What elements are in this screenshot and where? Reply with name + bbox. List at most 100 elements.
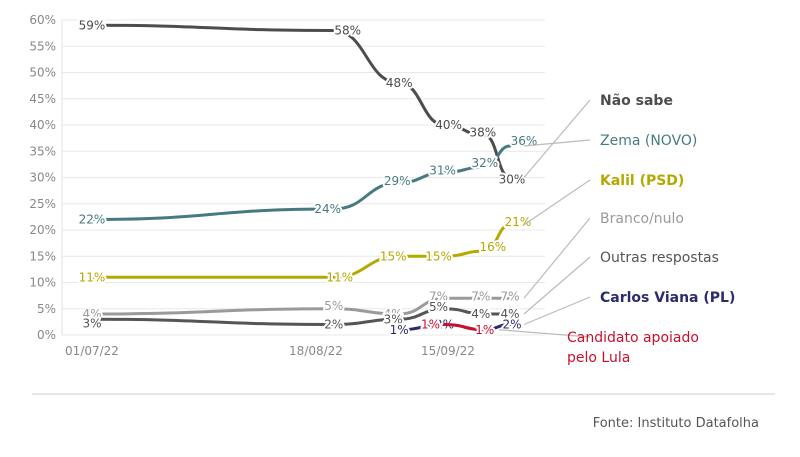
data-label-kalil-psd: 16%: [479, 240, 506, 254]
legend-entry-kalil-psd: Kalil (PSD): [600, 173, 684, 189]
data-label-zema-novo: 22%: [79, 213, 106, 227]
data-label-halo: 58%: [334, 24, 361, 38]
data-label-halo: 5%: [324, 299, 343, 313]
series-line-outras-respostas: [90, 307, 512, 327]
data-label-halo: 7%: [429, 289, 448, 303]
data-label-halo: 11%: [326, 270, 353, 284]
data-label-halo: 1%: [390, 323, 409, 337]
data-label-halo: 4%: [471, 307, 490, 321]
data-label-halo: 30%: [499, 173, 526, 187]
series-line-candidato-apoiado-pelo-lula: [443, 323, 487, 332]
data-label-halo: 16%: [479, 240, 506, 254]
data-label-halo: 4%: [500, 307, 519, 321]
data-label-n-o-sabe: 59%: [79, 18, 106, 32]
data-label-kalil-psd: 15%: [425, 249, 452, 263]
series-lines: 59%59% 58%58%48%48%40%40%38%38%30%30%22%2…: [77, 16, 540, 339]
legend-entry-candidato-apoiado-pelo-lula: Candidato apoiado pelo Lula: [567, 330, 699, 366]
data-label-candidato-apoiado-pelo-lula: 1%: [475, 323, 494, 337]
legend-leader-line: [498, 329, 591, 338]
data-label-n-o-sabe: 58%: [334, 24, 361, 38]
data-label-halo: 4%: [82, 307, 101, 321]
series-line-zema-novo: [90, 144, 512, 221]
data-label-halo: 5%: [429, 300, 448, 314]
data-label-halo: 21%: [505, 215, 532, 229]
data-label-halo: 32%: [471, 156, 498, 170]
y-axis: 0% 5% 10% 15% 20% 25% 30% 35% 40% 45% 50% 55% 60%: [29, 13, 56, 342]
legend-leader-line: [523, 256, 591, 315]
data-label-n-o-sabe: 38%: [469, 126, 496, 140]
y-tick-label: 40%: [29, 118, 56, 132]
x-tick-label: 15/09/22: [421, 344, 475, 358]
data-label-zema-novo: 36%: [511, 134, 538, 148]
data-label-halo: 3%: [82, 316, 101, 330]
legend-entry-n-o-sabe: Não sabe: [600, 93, 673, 109]
y-tick-label: 0%: [37, 328, 56, 342]
x-axis: 01/07/22 18/08/22 15/09/22: [65, 344, 475, 358]
legend-entry-zema-novo: Zema (NOVO): [600, 133, 697, 149]
y-tick-label: 30%: [29, 171, 56, 185]
legend-entry-carlos-viana-pl: Carlos Viana (PL): [600, 290, 735, 306]
data-label-halo: 36%: [511, 134, 538, 148]
data-label-branco-nulo: 5%: [324, 299, 343, 313]
data-label-zema-novo: 32%: [471, 156, 498, 170]
data-label-halo: 40%: [435, 118, 462, 132]
y-tick-label: 15%: [29, 249, 56, 263]
data-label-halo: 48%: [386, 76, 413, 90]
data-label-candidato-apoiado-pelo-lula: 1%: [421, 318, 440, 332]
data-label-carlos-viana-pl: 2%: [502, 318, 521, 332]
data-label-n-o-sabe: 48%: [386, 76, 413, 90]
y-tick-label: 55%: [29, 39, 56, 53]
legend-entry-outras-respostas: Outras respostas: [600, 250, 719, 266]
legend-entry-branco-nulo: Branco/nulo: [600, 211, 684, 227]
data-label-halo: 2%: [502, 318, 521, 332]
legend-leader-line: [523, 139, 591, 147]
data-label-halo: 15%: [380, 249, 407, 263]
data-label-kalil-psd: 15%: [380, 249, 407, 263]
data-label-kalil-psd: 21%: [505, 215, 532, 229]
data-label-kalil-psd: 11%: [326, 270, 353, 284]
data-label-zema-novo: 29%: [384, 174, 411, 188]
y-tick-label: 10%: [29, 276, 56, 290]
data-label-halo: 22%: [79, 213, 106, 227]
data-label-halo: 7%: [500, 289, 519, 303]
data-label-zema-novo: 31%: [429, 163, 456, 177]
data-label-halo: 3%: [384, 312, 403, 326]
y-tick-label: 60%: [29, 13, 56, 27]
legend: Não sabe Zema (NOVO) Kalil (PSD) Branco/nul…: [498, 93, 735, 366]
source-note: Fonte: Instituto Datafolha: [593, 416, 759, 431]
data-label-halo: 29%: [384, 174, 411, 188]
data-label-outras-respostas: 3%: [384, 312, 403, 326]
data-label-halo: 31%: [429, 163, 456, 177]
data-label-halo: 59%: [79, 18, 106, 32]
data-label-outras-respostas: 4%: [471, 307, 490, 321]
data-label-outras-respostas: 5%: [429, 300, 448, 314]
series-line-n-o-sabe: [90, 23, 512, 179]
data-label-outras-respostas: 3%: [82, 316, 101, 330]
data-label-halo: 15%: [425, 249, 452, 263]
legend-leader-line: [523, 99, 591, 178]
series-line-kalil-psd: [90, 223, 512, 279]
data-label-branco-nulo: 7%: [500, 289, 519, 303]
x-tick-label: 01/07/22: [65, 344, 119, 358]
y-tick-label: 25%: [29, 197, 56, 211]
data-label-branco-nulo: 4%: [384, 307, 403, 321]
data-label-outras-respostas: 2%: [324, 318, 343, 332]
data-label-halo: 7%: [471, 289, 490, 303]
series-line-branco-nulo: [90, 296, 512, 316]
data-label-carlos-viana-pl: 1%: [390, 323, 409, 337]
data-label-branco-nulo: 7%: [471, 289, 490, 303]
y-tick-label: 35%: [29, 144, 56, 158]
data-label-zema-novo: 24%: [314, 202, 341, 216]
data-label-branco-nulo: 7%: [429, 289, 448, 303]
y-tick-label: 20%: [29, 223, 56, 237]
legend-leader-line: [523, 217, 591, 299]
y-tick-label: 50%: [29, 66, 56, 80]
gridlines: [61, 19, 545, 336]
data-label-halo: 38%: [469, 126, 496, 140]
y-tick-label: 5%: [37, 302, 56, 316]
legend-leader-line: [523, 179, 591, 226]
data-label-halo: 11%: [79, 270, 106, 284]
data-label-n-o-sabe: 40%: [435, 118, 462, 132]
data-label-branco-nulo: 4%: [82, 307, 101, 321]
